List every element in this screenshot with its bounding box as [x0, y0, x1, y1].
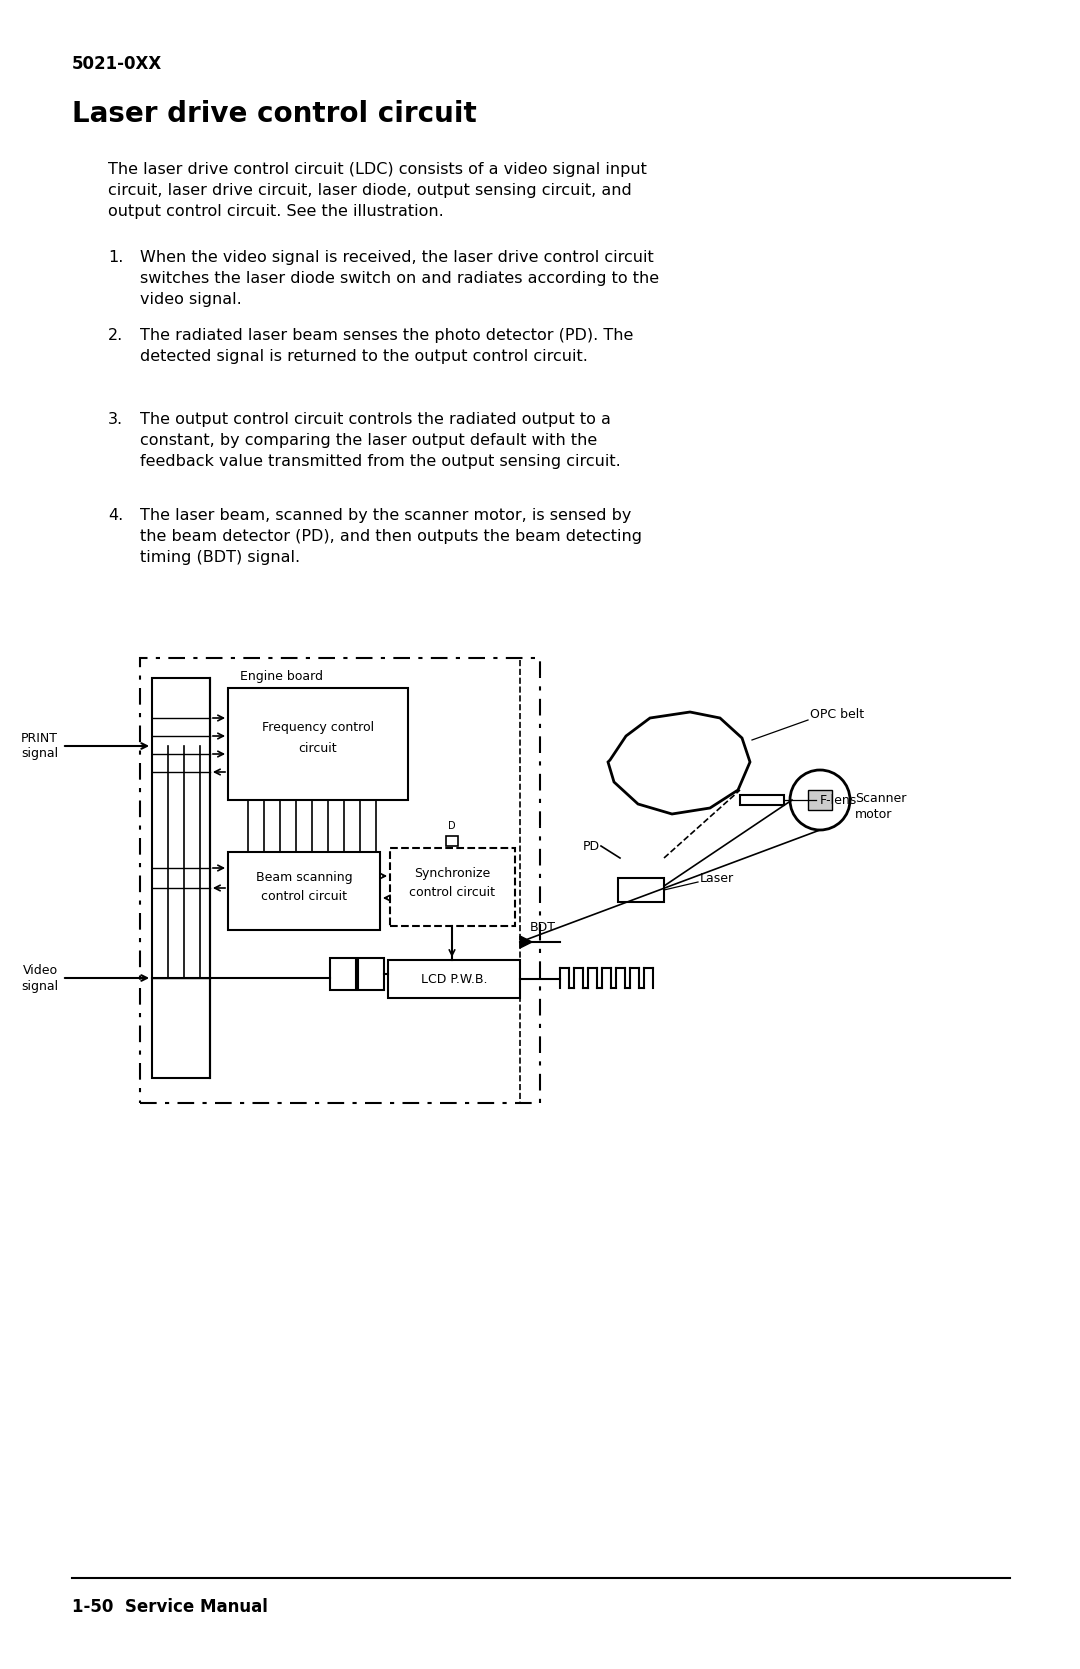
- Text: The output control circuit controls the radiated output to a
constant, by compar: The output control circuit controls the …: [140, 412, 621, 469]
- Bar: [808, 789, 832, 809]
- Polygon shape: [519, 936, 532, 948]
- Text: The laser beam, scanned by the scanner motor, is sensed by
the beam detector (PD: The laser beam, scanned by the scanner m…: [140, 507, 642, 566]
- Text: Frequency control: Frequency control: [262, 721, 374, 734]
- Bar: [228, 851, 380, 930]
- Text: 1.: 1.: [108, 250, 123, 265]
- Text: control circuit: control circuit: [261, 890, 347, 903]
- Text: signal: signal: [21, 748, 58, 761]
- Text: When the video signal is received, the laser drive control circuit
switches the : When the video signal is received, the l…: [140, 250, 659, 307]
- Text: Synchronize: Synchronize: [414, 868, 490, 881]
- Text: Beam scanning: Beam scanning: [256, 871, 352, 885]
- Bar: [446, 836, 458, 846]
- Text: motor: motor: [855, 808, 892, 821]
- Circle shape: [789, 769, 850, 829]
- Text: Laser: Laser: [700, 871, 734, 885]
- Polygon shape: [608, 713, 750, 814]
- Text: D: D: [448, 821, 456, 831]
- Polygon shape: [740, 794, 784, 804]
- Text: F-lens: F-lens: [820, 793, 858, 806]
- Text: OPC belt: OPC belt: [810, 709, 864, 721]
- Text: Video: Video: [23, 963, 58, 976]
- Text: 4.: 4.: [108, 507, 123, 522]
- Text: circuit: circuit: [299, 741, 337, 754]
- Text: Laser drive control circuit: Laser drive control circuit: [72, 100, 476, 129]
- Text: Scanner: Scanner: [855, 791, 906, 804]
- Text: LCD P.W.B.: LCD P.W.B.: [421, 973, 487, 985]
- Text: signal: signal: [21, 980, 58, 993]
- Text: Engine board: Engine board: [240, 669, 323, 683]
- Bar: [152, 678, 210, 1078]
- Text: PD: PD: [583, 840, 600, 853]
- Text: The radiated laser beam senses the photo detector (PD). The
detected signal is r: The radiated laser beam senses the photo…: [140, 329, 633, 364]
- Text: control circuit: control circuit: [409, 886, 495, 898]
- Bar: [357, 958, 384, 990]
- Text: BDT: BDT: [530, 921, 556, 935]
- Text: 1-50  Service Manual: 1-50 Service Manual: [72, 1597, 268, 1616]
- Bar: [618, 878, 664, 901]
- Bar: [228, 688, 408, 799]
- Text: The laser drive control circuit (LDC) consists of a video signal input
circuit, : The laser drive control circuit (LDC) co…: [108, 162, 647, 219]
- Bar: [330, 958, 356, 990]
- Bar: [140, 658, 540, 1103]
- Text: 5021-0XX: 5021-0XX: [72, 55, 162, 73]
- Bar: [390, 848, 515, 926]
- Bar: [388, 960, 519, 998]
- Text: 3.: 3.: [108, 412, 123, 427]
- Text: PRINT: PRINT: [21, 731, 58, 744]
- Text: 2.: 2.: [108, 329, 123, 344]
